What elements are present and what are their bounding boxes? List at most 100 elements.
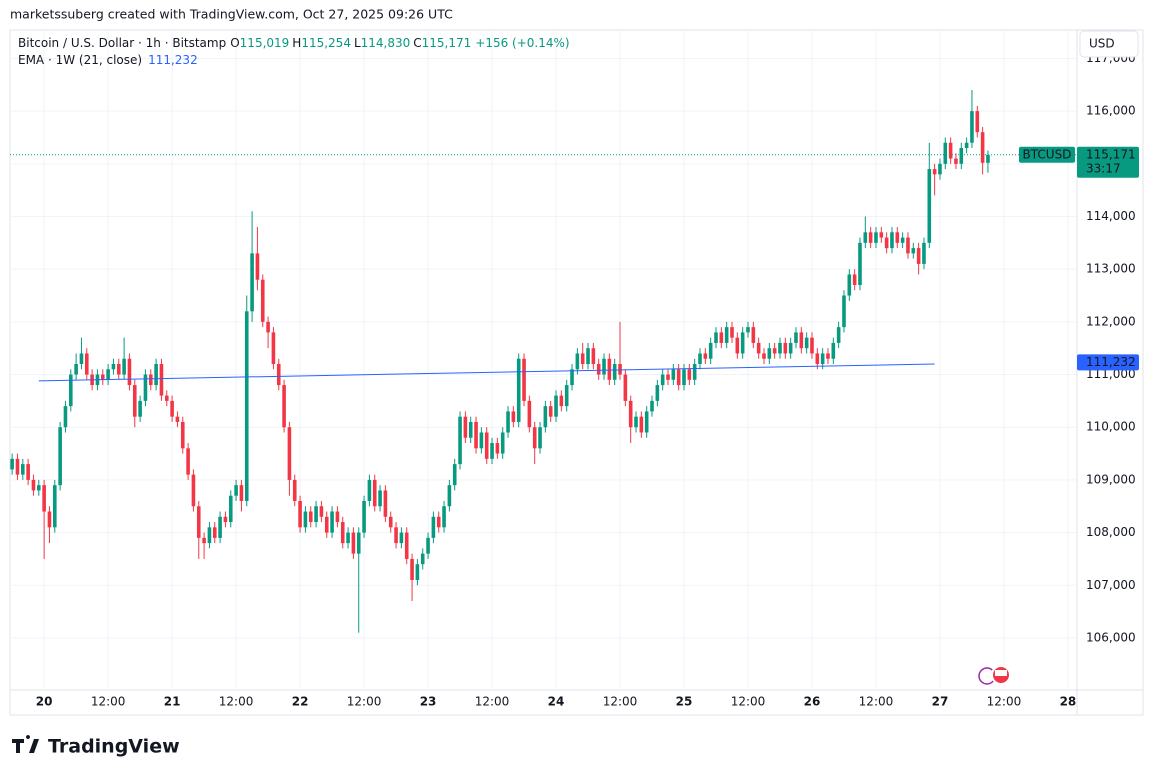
x-tick-label: 20 xyxy=(36,695,53,709)
candle-body xyxy=(122,358,126,375)
candle-body xyxy=(671,369,676,380)
candle-body xyxy=(639,416,644,433)
symbol-box xyxy=(1019,146,1075,163)
candle-body xyxy=(495,443,500,454)
candle-body xyxy=(810,337,814,354)
candle-body xyxy=(196,506,201,538)
candle-body xyxy=(314,506,318,523)
candle-body xyxy=(655,385,660,401)
candle-body xyxy=(890,232,894,249)
x-tick-label: 12:00 xyxy=(91,695,126,709)
ema-line xyxy=(38,363,935,382)
candle-body xyxy=(223,516,228,523)
candle-body xyxy=(884,237,889,249)
candle-body xyxy=(719,332,724,343)
candle-body xyxy=(324,516,329,533)
candle-body xyxy=(367,479,372,501)
candle-body xyxy=(986,154,990,163)
candle-body xyxy=(143,374,148,401)
currency[interactable]: USD xyxy=(1089,37,1115,51)
candle-body xyxy=(698,353,702,365)
ohlc-key: O xyxy=(230,36,239,50)
candle-body xyxy=(202,537,206,544)
candle-body xyxy=(159,364,164,396)
candle-body xyxy=(815,353,820,365)
candle-body xyxy=(164,395,169,401)
candle-body xyxy=(980,132,985,163)
credit: marketssuberg created with TradingView.c… xyxy=(10,7,453,22)
footer-logo: TradingView xyxy=(12,735,180,758)
candle-body xyxy=(735,337,740,354)
candle-body xyxy=(564,385,569,407)
candle-body xyxy=(372,479,377,507)
ema-price-box xyxy=(1077,354,1139,371)
y-tick-label: 108,000 xyxy=(1086,525,1136,539)
candle-body xyxy=(175,416,180,422)
candle-body xyxy=(383,490,388,517)
candle-body xyxy=(607,358,612,380)
candle-body xyxy=(410,558,414,581)
candle-body xyxy=(10,458,14,470)
candle-body xyxy=(431,516,436,538)
candle-body xyxy=(426,537,430,554)
candle-body xyxy=(586,348,590,365)
candle-body xyxy=(740,332,745,354)
chart-frame xyxy=(9,29,1144,716)
candle-body xyxy=(538,427,542,449)
grid xyxy=(10,30,1077,688)
candle-body xyxy=(799,332,804,349)
candle-body xyxy=(858,242,862,285)
last-price-box xyxy=(1077,146,1139,178)
x-tick-label: 12:00 xyxy=(347,695,382,709)
candle-body xyxy=(970,111,974,143)
candle-body xyxy=(922,242,926,264)
candle-body xyxy=(762,353,766,359)
candle-body xyxy=(804,337,809,349)
event-icons[interactable] xyxy=(978,665,1011,685)
y-tick-label: 111,000 xyxy=(1086,367,1136,381)
currency-button[interactable]: USD xyxy=(1079,30,1139,58)
candle-body xyxy=(31,479,36,491)
candle-body xyxy=(623,374,628,401)
candle-body xyxy=(308,511,313,523)
ohlc-key: H xyxy=(292,36,301,50)
currency-box[interactable] xyxy=(1079,30,1139,58)
candle-body xyxy=(63,406,68,428)
candle-body xyxy=(378,490,382,507)
x-tick-label: 23 xyxy=(420,695,437,709)
x-tick-label: 25 xyxy=(676,695,693,709)
candle-body xyxy=(943,142,948,164)
candle-body xyxy=(47,511,52,528)
candle-body xyxy=(404,532,409,559)
candle-body xyxy=(911,248,916,254)
candle-body xyxy=(399,532,404,544)
ema-value: 111,232 xyxy=(148,53,198,67)
candle-body xyxy=(127,358,132,386)
candle-body xyxy=(852,274,857,285)
candle-body xyxy=(634,416,638,428)
candle-body xyxy=(954,158,958,164)
candle-body xyxy=(292,479,297,501)
candle-body xyxy=(618,364,622,375)
x-tick-label: 12:00 xyxy=(731,695,766,709)
candle-body xyxy=(788,342,793,354)
y-tick-label: 109,000 xyxy=(1086,472,1136,486)
ema-price-label: 111,232 xyxy=(1086,355,1136,369)
candle-body xyxy=(703,353,708,359)
candle-body xyxy=(474,421,478,449)
candle-body xyxy=(319,506,324,517)
candle-body xyxy=(666,374,670,380)
candle-body xyxy=(266,321,270,333)
candle-body xyxy=(52,485,57,528)
candle-body xyxy=(591,348,596,365)
candle-body xyxy=(340,522,345,544)
x-tick-label: 22 xyxy=(292,695,309,709)
ema-legend: EMA · 1W (21, close) 111,232 xyxy=(18,53,198,67)
candle-body xyxy=(180,421,185,449)
candle-body xyxy=(906,237,910,254)
candle-body xyxy=(250,253,254,312)
candle-body xyxy=(826,353,830,359)
candle-body xyxy=(436,516,441,528)
candle-body xyxy=(68,374,73,407)
candle-body xyxy=(863,232,868,243)
